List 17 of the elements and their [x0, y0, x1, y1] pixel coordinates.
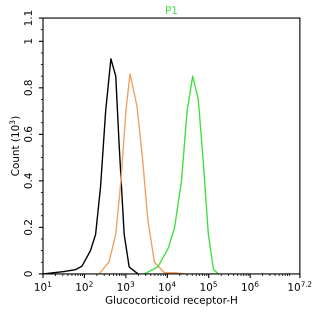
x-tick-label: 10$^{4}$ — [159, 281, 176, 291]
x-tick-label: 10$^{6}$ — [242, 281, 259, 291]
x-tick-label: 10$^{1}$ — [34, 281, 52, 291]
x-axis-title: Glucocorticoid receptor-H — [106, 296, 237, 306]
y-tick-label: 0 — [24, 271, 32, 277]
y-tick-label: 0.2 — [24, 220, 32, 235]
chart-title: P1 — [166, 6, 177, 14]
y-axis-title: Count (10$^{3}$) — [9, 116, 20, 176]
x-tick-label: 10$^{3}$ — [118, 281, 134, 291]
y-tick-label: 1.1 — [24, 10, 32, 26]
y-tick-label: 0.4 — [24, 173, 32, 188]
x-tick-label: 10$^{7.2}$ — [288, 281, 312, 291]
y-tick-label: 0.6 — [24, 126, 32, 142]
y-tick-label: 0.8 — [24, 80, 32, 96]
x-tick-label: 10$^{2}$ — [76, 281, 93, 291]
x-tick-label: 10$^{5}$ — [200, 281, 217, 291]
y-tick-label: 1 — [24, 38, 32, 44]
